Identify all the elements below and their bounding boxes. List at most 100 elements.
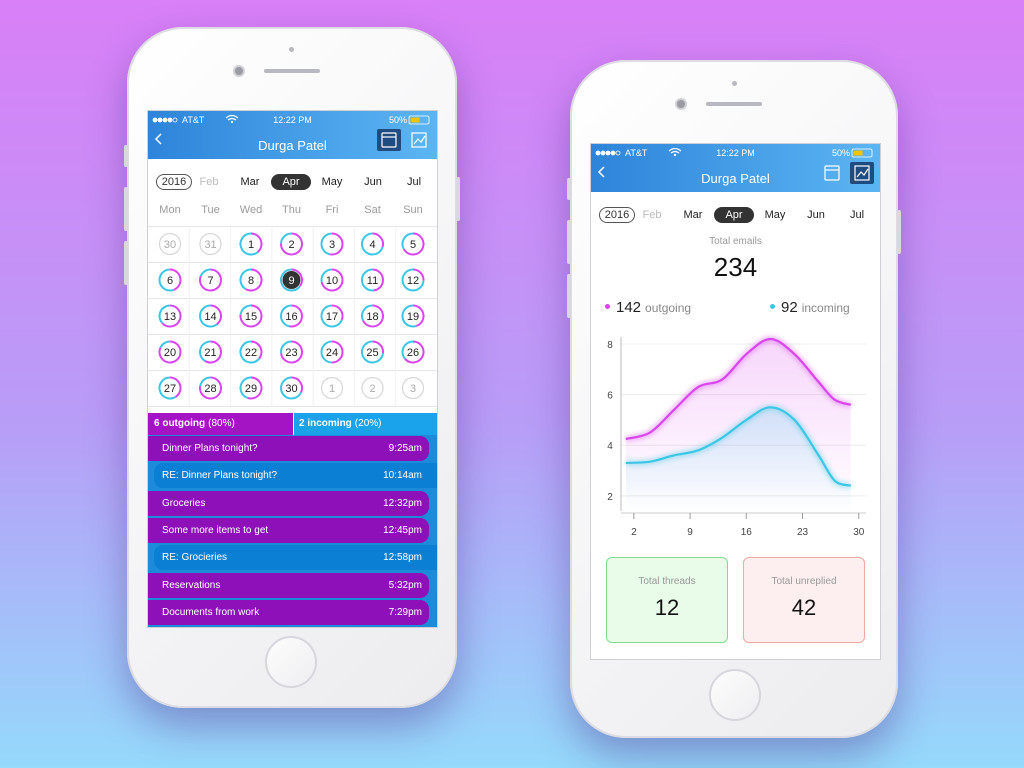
day-cell[interactable]: 15 (239, 304, 263, 328)
day-cell[interactable]: 23 (280, 340, 303, 364)
day-cell[interactable]: 13 (158, 304, 182, 328)
calendar-tab[interactable] (824, 165, 840, 181)
month-tab[interactable]: Jun (364, 176, 382, 188)
month-tab[interactable]: Mar (240, 176, 260, 188)
day-cell[interactable]: 25 (361, 340, 384, 364)
chart-tab[interactable] (854, 165, 870, 181)
day-number: 7 (207, 275, 213, 287)
day-cell[interactable]: 30 (280, 376, 303, 400)
message-row[interactable]: Some more items to get 12:45pm (148, 517, 429, 543)
day-ring-out (280, 232, 303, 256)
chart-icon (854, 165, 870, 181)
day-cell[interactable]: 16 (280, 304, 303, 328)
day-ring-in (320, 268, 333, 283)
month-tab[interactable]: Mar (683, 209, 703, 221)
chart-tab[interactable] (411, 132, 427, 148)
day-cell[interactable]: 30 (158, 232, 182, 256)
day-number: 13 (164, 311, 176, 323)
month-tab[interactable]: Jun (807, 209, 825, 221)
day-cell[interactable]: 2 (361, 376, 384, 400)
day-cell[interactable]: 11 (361, 268, 384, 292)
month-tab[interactable]: Apr (271, 174, 311, 190)
stat-card[interactable]: Total threads 12 (606, 557, 728, 643)
message-row[interactable]: Groceries 12:32pm (148, 490, 429, 516)
day-cell[interactable]: 21 (199, 340, 222, 364)
calendar-tab[interactable] (381, 132, 397, 148)
day-cell[interactable]: 2 (280, 232, 303, 256)
day-cell[interactable]: 18 (361, 304, 384, 328)
year-pill[interactable]: 2016 (599, 207, 635, 223)
day-cell[interactable]: 1 (239, 232, 263, 256)
day-ring-out (331, 304, 344, 321)
message-row[interactable]: RE: Dinner Plans tonight? 10:14am (154, 463, 437, 489)
day-ring-in (199, 340, 211, 362)
back-button[interactable] (597, 166, 605, 178)
message-row[interactable]: Dinner Plans tonight? 9:25am (148, 436, 429, 461)
day-cell[interactable]: 3 (320, 232, 344, 256)
back-button[interactable] (154, 133, 162, 145)
calendar-icon (381, 132, 397, 148)
legend-count: 92 (781, 299, 798, 316)
legend-label: outgoing (645, 301, 692, 315)
month-tab[interactable]: Apr (714, 207, 754, 223)
day-cell[interactable]: 10 (320, 268, 344, 292)
month-tab[interactable]: Jul (849, 209, 865, 221)
day-cell[interactable]: 14 (199, 304, 222, 328)
home-button[interactable] (709, 669, 761, 721)
total-label: Total emails (709, 236, 762, 247)
day-cell[interactable]: 5 (401, 232, 425, 256)
home-button[interactable] (265, 636, 317, 688)
day-ring-in (239, 376, 252, 399)
day-cell[interactable]: 19 (401, 304, 425, 328)
month-tab[interactable]: Feb (642, 209, 662, 221)
day-cell[interactable]: 1 (320, 376, 344, 400)
year-pill[interactable]: 2016 (156, 174, 192, 190)
legend-dot (605, 304, 610, 309)
day-cell[interactable]: 26 (401, 340, 425, 364)
day-cell[interactable]: 17 (320, 304, 344, 328)
day-cell[interactable]: 7 (199, 268, 222, 292)
month-tab[interactable]: Jul (406, 176, 422, 188)
signal-dot (157, 117, 163, 123)
day-number: 5 (410, 239, 416, 251)
legend-dot (770, 304, 775, 309)
month-tab[interactable]: May (764, 209, 786, 221)
day-cell[interactable]: 4 (361, 232, 384, 256)
day-number: 24 (326, 347, 338, 359)
day-cell[interactable]: 12 (401, 268, 425, 292)
day-cell[interactable]: 8 (239, 268, 263, 292)
day-cell[interactable]: 28 (199, 376, 222, 400)
day-ring-out (372, 268, 384, 292)
power-button (897, 210, 901, 254)
message-row[interactable]: Reservations 5:32pm (148, 572, 429, 598)
day-cell[interactable]: 29 (239, 376, 263, 400)
y-tick-label: 8 (607, 340, 613, 351)
weekday: Sun (403, 204, 423, 216)
day-cell[interactable]: 9 (280, 268, 303, 292)
day-cell[interactable]: 22 (239, 340, 263, 364)
day-cell[interactable]: 27 (158, 376, 182, 400)
y-tick-label: 4 (607, 441, 613, 452)
month-tab[interactable]: May (321, 176, 343, 188)
month-tab[interactable]: Feb (199, 176, 219, 188)
day-cell[interactable]: 31 (199, 232, 222, 256)
day-number: 3 (410, 383, 416, 395)
weekday: Sat (364, 204, 381, 216)
signal-dot (605, 150, 611, 156)
day-number: 30 (164, 239, 176, 251)
day-cell[interactable]: 20 (158, 340, 182, 364)
day-cell[interactable]: 6 (158, 268, 182, 292)
message-row[interactable]: Documents from work 7:29pm (148, 599, 429, 625)
day-cell[interactable]: 24 (320, 340, 344, 364)
message-row[interactable]: RE: Grocieries 12:58pm (154, 545, 437, 571)
incoming-pct: (20%) (354, 418, 382, 429)
day-number: 30 (285, 383, 297, 395)
day-number: 19 (407, 311, 419, 323)
total-value: 234 (713, 252, 758, 282)
signal-dot (610, 150, 616, 156)
stat-card[interactable]: Total unreplied 42 (743, 557, 865, 643)
weekday: Tue (201, 204, 220, 216)
day-cell[interactable]: 3 (401, 376, 425, 400)
day-ring-out (161, 304, 182, 328)
